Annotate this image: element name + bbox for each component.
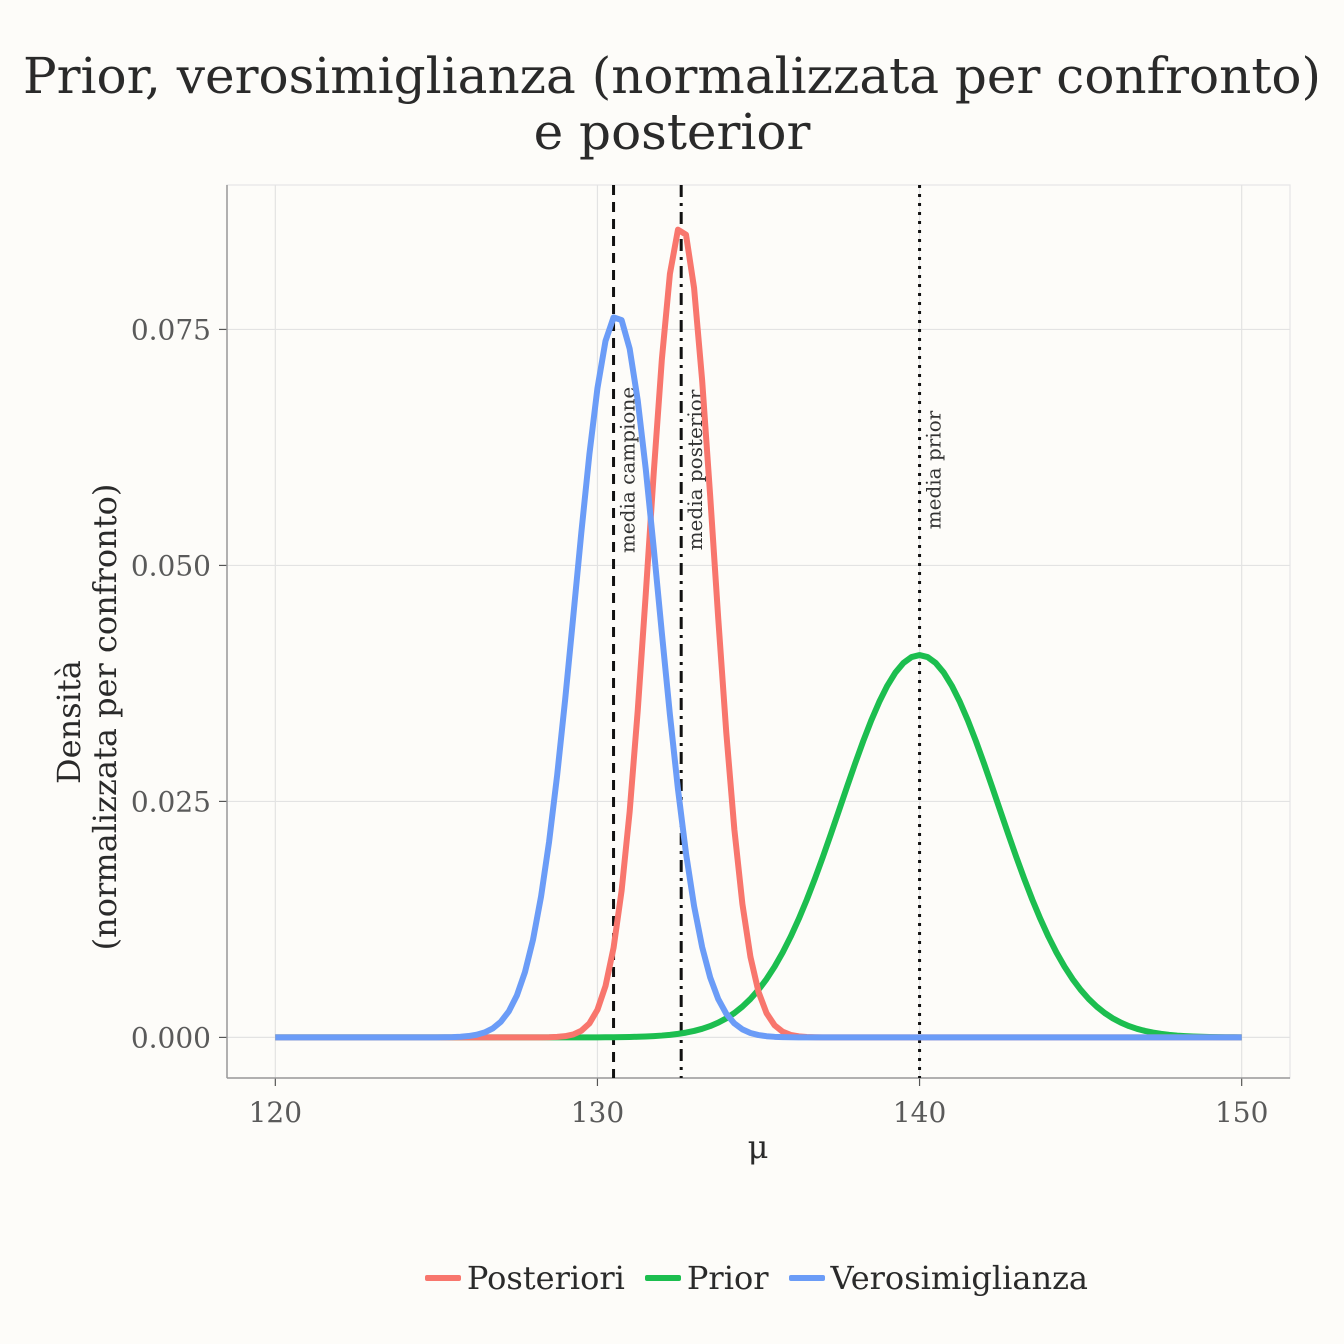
chart-title-line-1: Prior, verosimiglianza (normalizzata per… (22, 47, 1322, 105)
x-tick-label: 130 (571, 1096, 624, 1129)
legend-label-verosimiglianza: Verosimiglianza (830, 1259, 1088, 1297)
series-line-posteriori (275, 226, 1242, 1041)
y-axis-title-line-1: Densità (50, 660, 88, 784)
y-tick-label: 0.000 (131, 1021, 211, 1054)
legend-swatch-prior (644, 1275, 681, 1281)
x-axis-title: μ (748, 1128, 769, 1166)
y-axis-title-line-2: (normalizzata per confronto) (86, 484, 124, 951)
series-line-verosimiglianza (275, 314, 1242, 1041)
chart-title-line-2: e posterior (533, 103, 811, 161)
legend-item-verosimiglianza: Verosimiglianza (788, 1259, 1088, 1297)
legend-label-posteriori: Posteriori (466, 1259, 625, 1297)
x-tick-label: 120 (249, 1096, 302, 1129)
legend-swatch-posteriori (424, 1275, 461, 1281)
x-tick-label: 150 (1215, 1096, 1268, 1129)
legend-item-prior: Prior (644, 1259, 769, 1297)
y-tick-label: 0.050 (131, 549, 211, 582)
vline-label: media campione (616, 387, 640, 553)
legend-label-prior: Prior (686, 1259, 769, 1297)
density-curves (275, 226, 1242, 1041)
legend-swatch-verosimiglianza (788, 1275, 825, 1281)
grid-lines (226, 184, 1291, 1079)
y-axis-title: Densità (normalizzata per confronto) (50, 484, 124, 951)
vline-label: media prior (922, 410, 946, 529)
legend-item-posteriori: Posteriori (424, 1259, 625, 1297)
y-tick-label: 0.025 (131, 785, 211, 818)
chart-title: Prior, verosimiglianza (normalizzata per… (0, 48, 1344, 160)
tick-labels: 120 130 140 150 0.000 0.025 0.050 0.075 (131, 313, 1269, 1129)
legend: Posteriori Prior Verosimiglianza (0, 1258, 1344, 1298)
plot-panel (226, 184, 1291, 1079)
y-tick-label: 0.075 (131, 313, 211, 346)
axes (219, 185, 1290, 1086)
x-tick-label: 140 (893, 1096, 946, 1129)
